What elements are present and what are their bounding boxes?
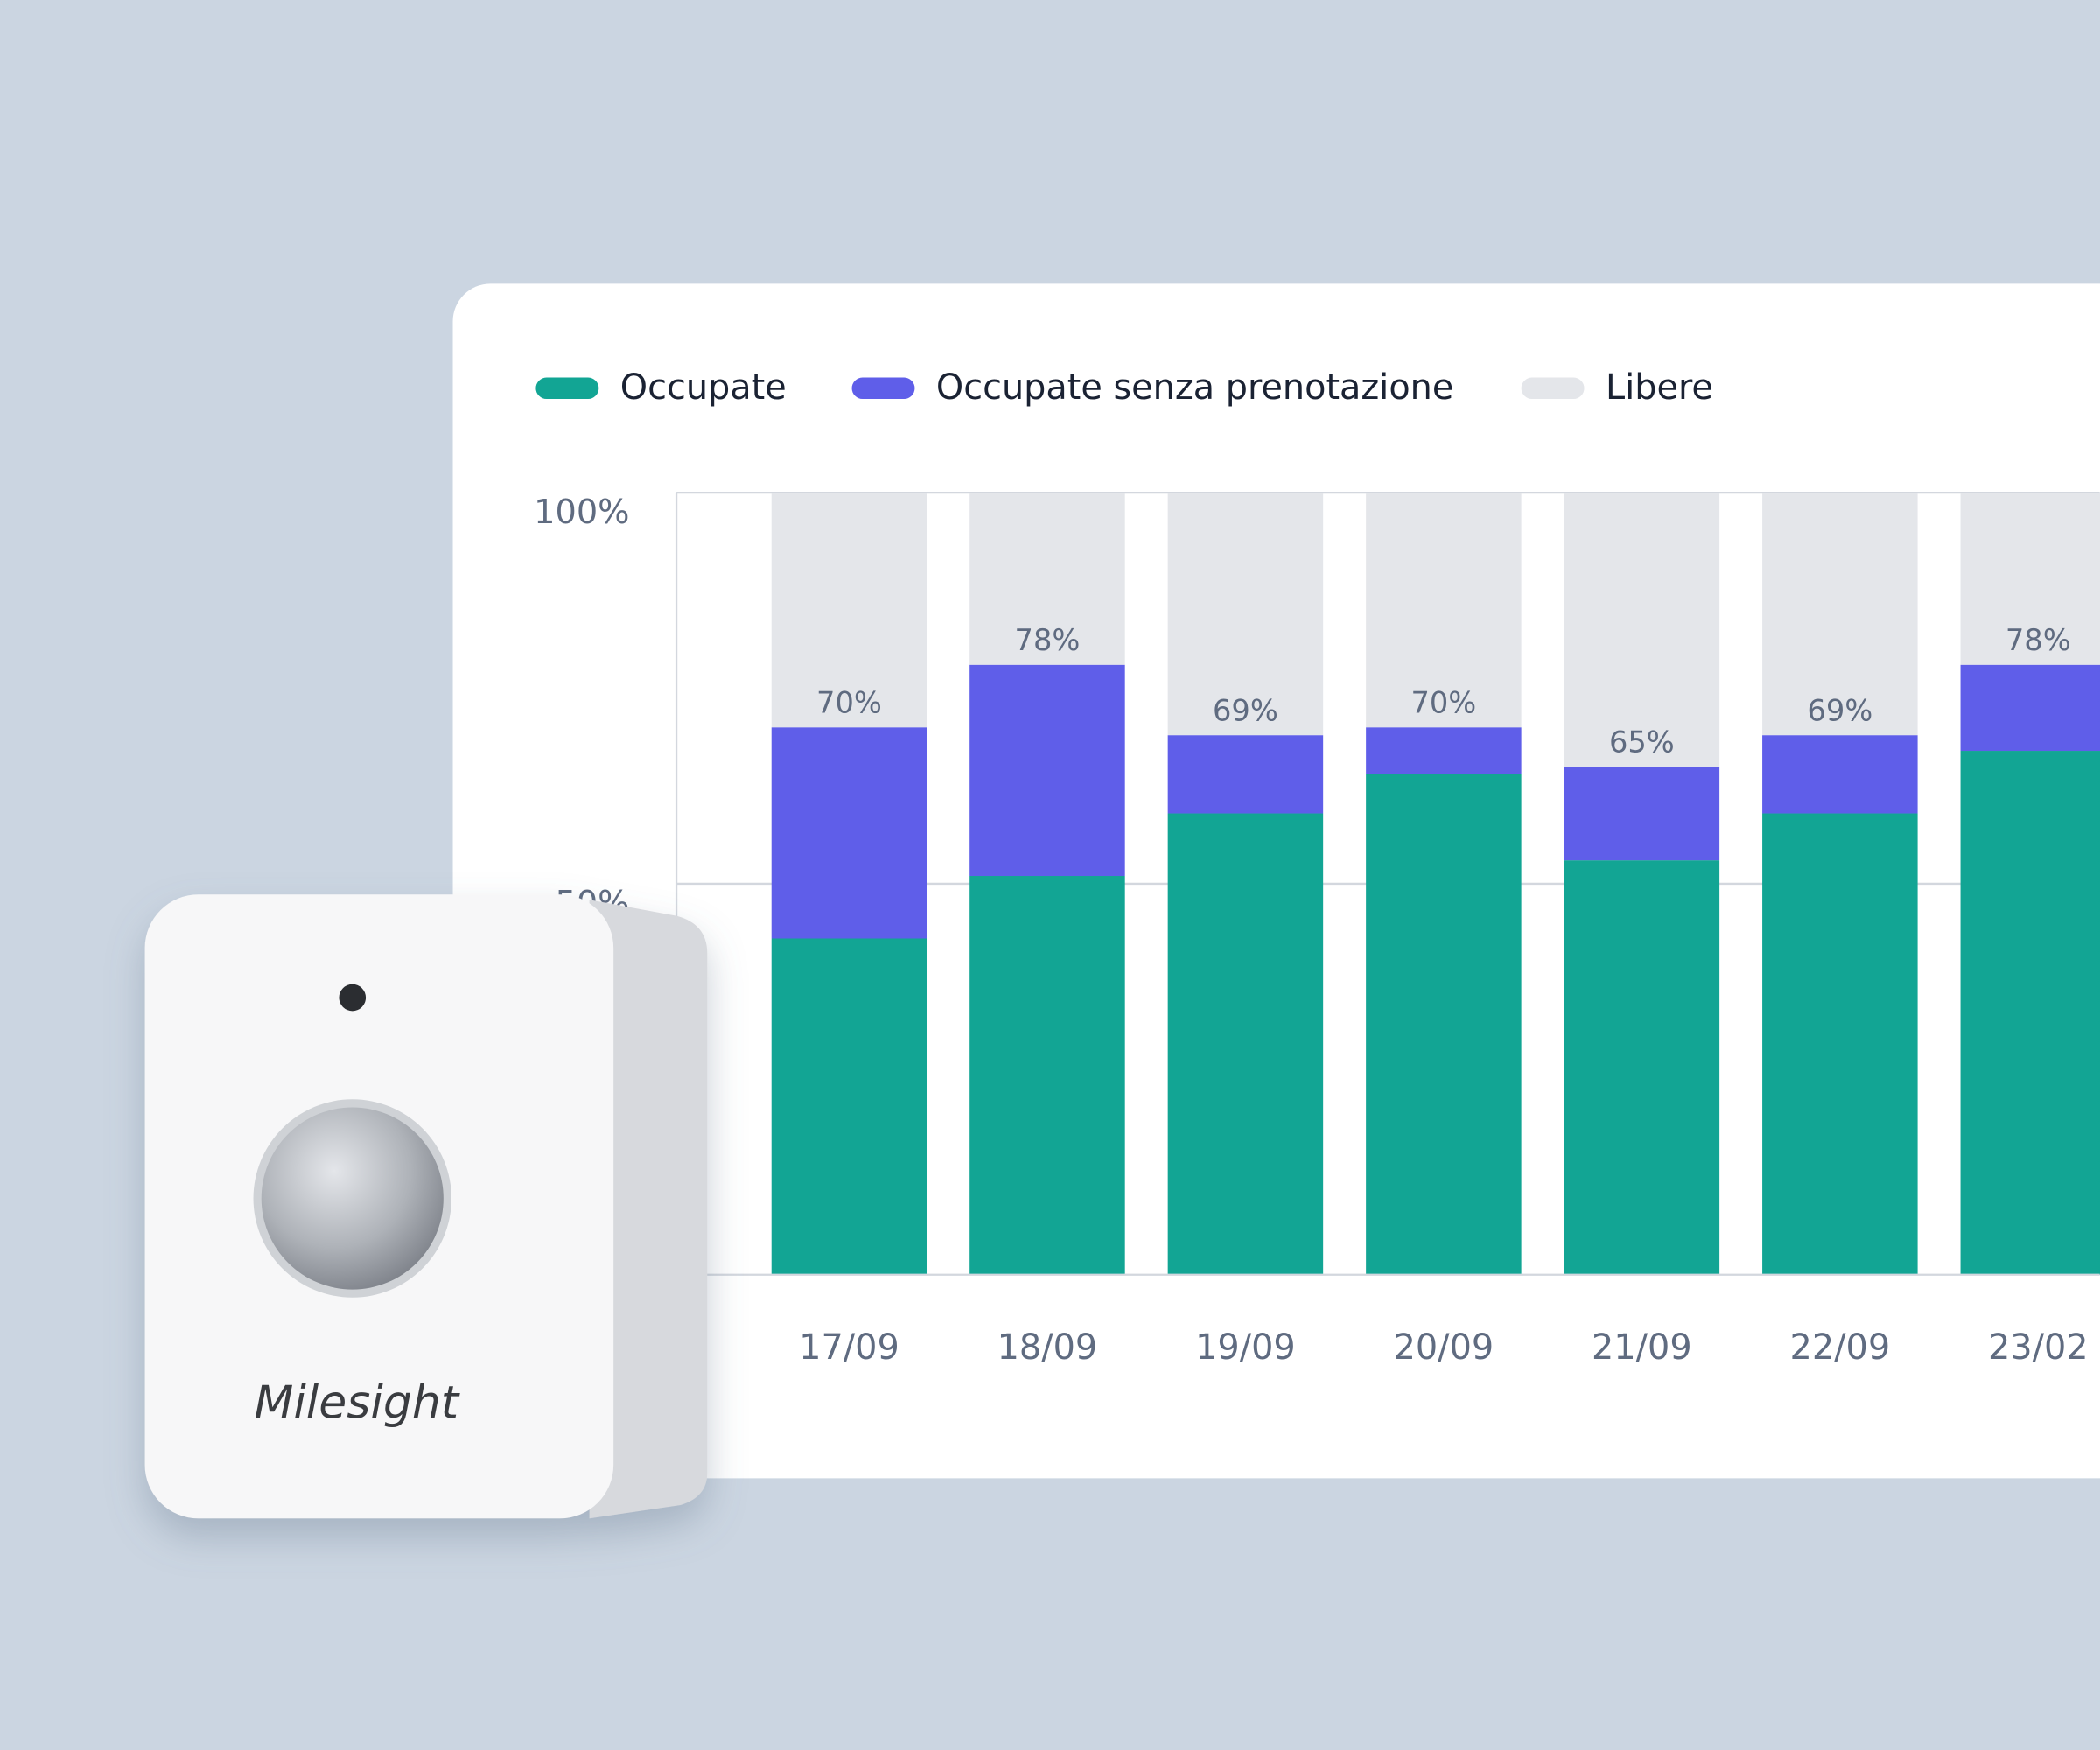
legend-swatch	[851, 377, 915, 400]
total-label: 65%	[1609, 724, 1675, 759]
x-tick-label: 17/09	[799, 1327, 900, 1368]
x-tick-label: 23/02	[1988, 1327, 2089, 1368]
total-label: 69%	[1213, 694, 1278, 728]
bar-segment	[1960, 751, 2100, 1275]
legend-swatch	[1521, 377, 1585, 400]
bar-segment	[1167, 735, 1324, 814]
legend-swatch	[536, 377, 599, 400]
bar-segment	[1167, 493, 1324, 736]
y-tick-label: 100%	[534, 493, 629, 532]
total-label: 78%	[1015, 623, 1081, 657]
x-tick-label: 19/09	[1195, 1327, 1296, 1368]
bar-segment	[970, 876, 1125, 1275]
bar-segment	[970, 664, 1125, 877]
chart: Occupate Occupate senza prenotazione Liber…	[534, 368, 2100, 1368]
bar-segment	[1366, 774, 1522, 1275]
legend-label: Occupate senza prenotazione	[936, 368, 1453, 408]
bar-segment	[1960, 664, 2100, 752]
x-tick-label: 21/09	[1592, 1327, 1692, 1368]
bar-segment	[1762, 813, 1918, 1275]
bar-segment	[771, 493, 928, 728]
bar-segment	[1366, 727, 1522, 774]
bar-segment	[1167, 813, 1324, 1275]
bar-segment	[1366, 493, 1522, 728]
legend-label: Occupate	[620, 368, 787, 408]
legend-label: Libere	[1606, 368, 1713, 408]
bar-segment	[1564, 493, 1720, 766]
x-tick-label: 18/09	[998, 1327, 1098, 1368]
total-label: 70%	[1410, 686, 1476, 720]
x-tick-label: 22/09	[1790, 1327, 1891, 1368]
bar-segment	[970, 493, 1125, 665]
bar-segment	[771, 938, 928, 1275]
device-brand: Milesight	[254, 1377, 459, 1430]
total-label: 69%	[1807, 694, 1872, 728]
bar-segment	[1960, 493, 2100, 665]
total-label: 70%	[816, 686, 882, 720]
x-tick-label: 20/09	[1394, 1327, 1494, 1368]
bar-segment	[1564, 860, 1720, 1275]
device-side	[589, 900, 708, 1519]
device-sensor-dot	[339, 984, 367, 1012]
bar-segment	[1762, 493, 1918, 736]
total-label: 78%	[2006, 623, 2071, 657]
bar-segment	[771, 727, 928, 939]
bar-segment	[1762, 735, 1918, 814]
device-lens	[261, 1107, 444, 1290]
bar-segment	[1564, 766, 1720, 861]
